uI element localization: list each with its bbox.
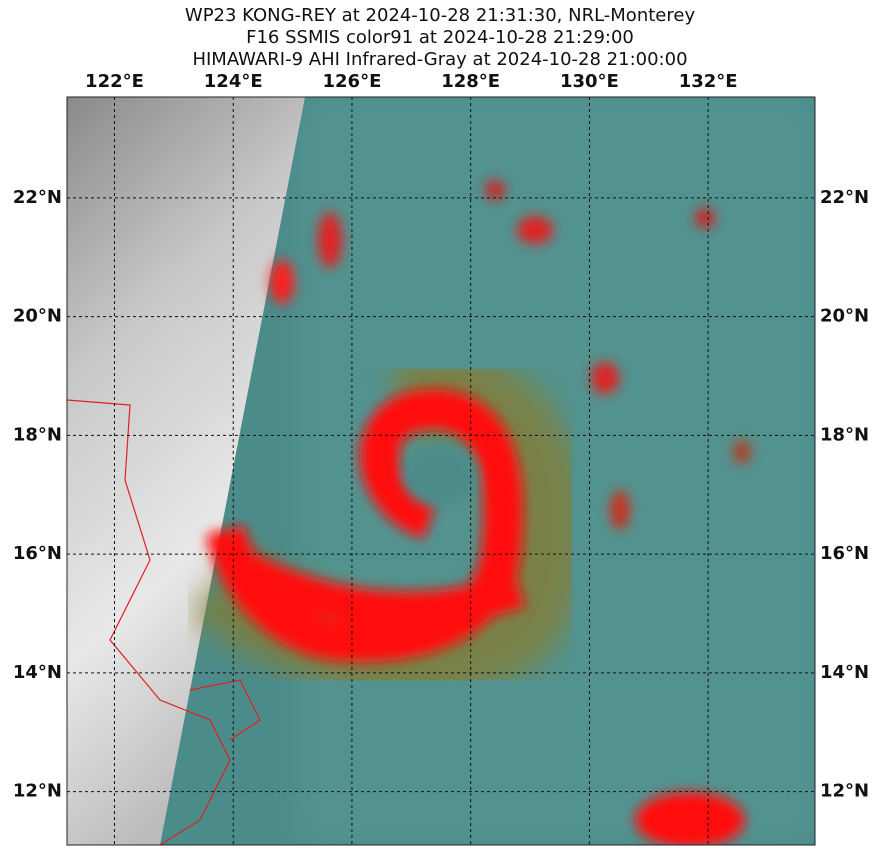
lon-tick-label: 122°E — [85, 71, 144, 92]
convection — [205, 180, 751, 845]
lon-tick-label: 132°E — [679, 71, 738, 92]
lat-tick-label: 16°N — [820, 543, 869, 564]
title-line: WP23 KONG-REY at 2024-10-28 21:31:30, NR… — [185, 5, 696, 26]
infrared-swath — [67, 97, 305, 845]
lat-tick-label: 22°N — [820, 187, 869, 208]
lat-tick-label: 18°N — [820, 424, 869, 445]
frame — [66, 96, 816, 846]
lon-tick-label: 128°E — [441, 71, 500, 92]
lat-tick-label: 16°N — [13, 543, 62, 564]
title-line: HIMAWARI-9 AHI Infrared-Gray at 2024-10-… — [192, 49, 687, 70]
eye — [402, 443, 478, 507]
title-line: F16 SSMIS color91 at 2024-10-28 21:29:00 — [246, 27, 634, 48]
graticule — [67, 97, 815, 845]
lon-tick-label: 126°E — [323, 71, 382, 92]
lat-tick-label: 12°N — [13, 781, 62, 802]
lat-tick-label: 14°N — [13, 662, 62, 683]
lat-tick-label: 20°N — [820, 306, 869, 327]
lon-tick-label: 124°E — [204, 71, 263, 92]
lat-tick-label: 18°N — [13, 424, 62, 445]
lon-tick-label: 130°E — [560, 71, 619, 92]
coastline — [189, 679, 261, 741]
lat-tick-label: 20°N — [13, 306, 62, 327]
lat-tick-label: 14°N — [820, 662, 869, 683]
imagery — [67, 97, 815, 845]
lat-tick-label: 12°N — [820, 781, 869, 802]
coastline — [67, 399, 231, 845]
lat-tick-label: 22°N — [13, 187, 62, 208]
